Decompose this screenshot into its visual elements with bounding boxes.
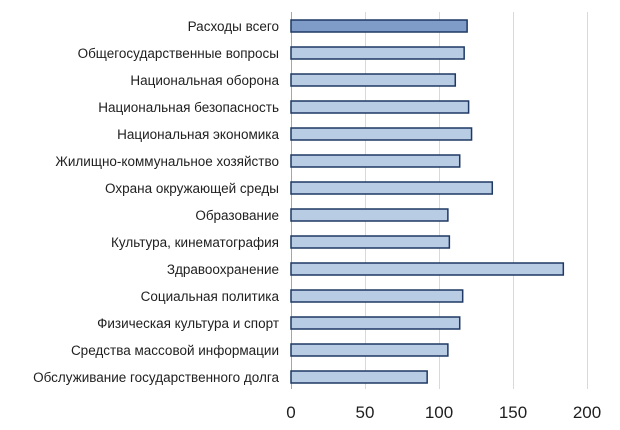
x-tick-label: 200	[573, 403, 601, 422]
bar	[290, 235, 451, 249]
category-label: Национальная оборона	[130, 73, 279, 88]
x-tick-label: 150	[499, 403, 527, 422]
bar	[290, 289, 464, 303]
bar	[290, 154, 461, 168]
bar	[290, 46, 465, 60]
category-label: Расходы всего	[188, 19, 279, 34]
category-label: Жилищно-коммунальное хозяйство	[55, 154, 279, 169]
bar	[290, 100, 470, 114]
bar	[290, 73, 457, 87]
bar	[290, 370, 428, 384]
bar	[290, 208, 449, 222]
category-label: Культура, кинематография	[111, 235, 279, 250]
category-label-layer: Расходы всего Общегосударственные вопросы…	[33, 19, 279, 385]
category-label: Здравоохранение	[167, 262, 279, 277]
bar	[290, 19, 468, 33]
bar-layer	[290, 19, 565, 384]
category-label: Образование	[195, 208, 279, 223]
x-tick-label: 100	[425, 403, 453, 422]
grid-layer	[291, 12, 588, 389]
category-label: Физическая культура и спорт	[97, 316, 279, 331]
category-label: Средства массовой информации	[71, 343, 279, 358]
x-tick-label: 50	[356, 403, 375, 422]
bar	[290, 316, 461, 330]
bar	[290, 127, 473, 141]
category-label: Охрана окружающей среды	[105, 181, 279, 196]
category-label: Социальная политика	[141, 289, 280, 304]
category-label: Общегосударственные вопросы	[78, 46, 279, 61]
bar	[290, 343, 449, 357]
bar	[290, 181, 494, 195]
tick-label-layer: 0 50 100 150 200	[286, 403, 601, 422]
category-label: Национальная экономика	[117, 127, 279, 142]
bar	[290, 262, 565, 276]
category-label: Национальная безопасность	[98, 100, 279, 115]
category-label: Обслуживание государственного долга	[33, 370, 279, 385]
x-tick-label: 0	[286, 403, 295, 422]
